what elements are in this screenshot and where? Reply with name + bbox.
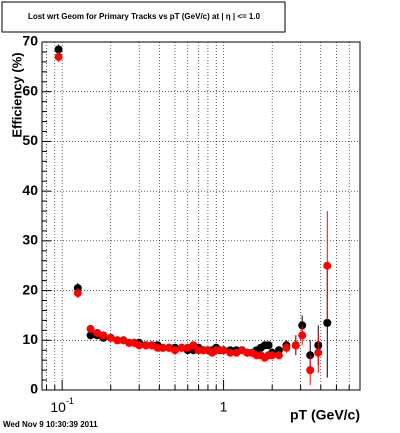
data-point	[189, 341, 198, 350]
x-tick-label: 1	[220, 399, 228, 415]
y-tick-label: 70	[22, 33, 38, 49]
plot-frame	[41, 41, 361, 391]
data-point	[323, 261, 332, 270]
title-box	[1, 1, 286, 33]
data-point	[113, 336, 122, 345]
y-axis-label: Efficiency (%)	[9, 52, 24, 137]
x-tick-exponent: -1	[66, 396, 74, 406]
data-point	[282, 343, 291, 352]
x-axis-label: pT (GeV/c)	[290, 407, 360, 423]
data-point	[170, 346, 179, 355]
data-point	[226, 348, 235, 357]
data-point	[177, 343, 186, 352]
data-point	[314, 348, 323, 357]
data-point	[93, 328, 102, 337]
x-tick-label: 10-1	[50, 396, 74, 414]
y-tick-label: 10	[22, 331, 38, 347]
data-point	[86, 331, 95, 340]
y-tick-label: 0	[30, 381, 38, 397]
data-point	[141, 341, 150, 350]
y-tick-label: 50	[22, 132, 38, 148]
data-point	[54, 52, 63, 61]
data-point	[264, 341, 273, 350]
data-point	[135, 341, 144, 350]
footer: Wed Nov 9 10:30:39 2011	[3, 420, 98, 429]
data-point	[219, 346, 228, 355]
data-point	[86, 324, 95, 333]
y-tick-label: 40	[22, 182, 38, 198]
data-point	[323, 318, 332, 327]
data-point	[298, 331, 307, 340]
data-point	[306, 366, 315, 375]
data-point	[73, 289, 82, 298]
x-tick-base: 10	[50, 399, 66, 415]
data-point	[99, 331, 108, 340]
y-tick-label: 20	[22, 281, 38, 297]
data-point	[158, 343, 167, 352]
data-point	[291, 341, 300, 350]
y-tick-label: 30	[22, 232, 38, 248]
data-point	[54, 45, 63, 54]
data-point	[106, 333, 115, 342]
chart-title: Lost wrt Geom for Primary Tracks vs pT (…	[28, 12, 261, 21]
data-point	[274, 351, 283, 360]
y-tick-label: 60	[22, 82, 38, 98]
data-point	[268, 351, 277, 360]
